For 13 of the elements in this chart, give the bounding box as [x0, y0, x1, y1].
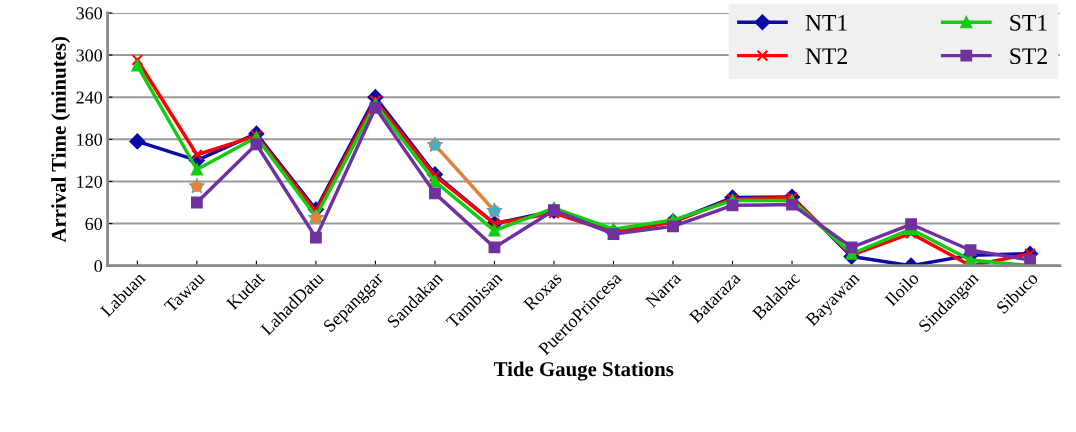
y-tick-label: 300 — [76, 49, 103, 62]
y-tick-label: 120 — [77, 175, 103, 188]
x-axis-title: Tide Gauge Stations — [493, 361, 674, 381]
y-tick-label: 360 — [76, 7, 103, 20]
y-tick-label: 0 — [94, 259, 103, 273]
y-tick-label: 60 — [85, 217, 103, 230]
y-tick-label: 240 — [76, 91, 103, 104]
legend-label: NT2 — [805, 48, 847, 64]
legend-label: ST2 — [1010, 48, 1047, 65]
y-axis-title: Arrival Time (minutes) — [51, 37, 71, 243]
legend-label: NT1 — [805, 14, 847, 31]
y-tick-label: 180 — [77, 133, 103, 146]
legend-label: ST1 — [1010, 14, 1047, 31]
